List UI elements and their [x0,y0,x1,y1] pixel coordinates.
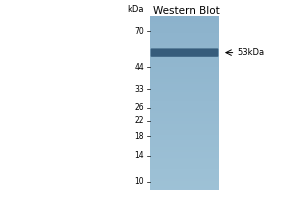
FancyBboxPatch shape [151,48,218,57]
Text: 18: 18 [134,132,144,141]
Text: 14: 14 [134,151,144,160]
Text: kDa: kDa [128,5,144,14]
Text: 22: 22 [134,116,144,125]
Text: 33: 33 [134,85,144,94]
Text: 44: 44 [134,63,144,72]
Text: 10: 10 [134,177,144,186]
Text: 26: 26 [134,103,144,112]
Text: Western Blot: Western Blot [153,6,219,16]
Text: 53kDa: 53kDa [237,48,264,57]
Text: 70: 70 [134,27,144,36]
